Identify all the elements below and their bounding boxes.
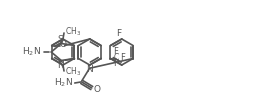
Text: F: F [113, 47, 118, 56]
Text: F: F [116, 28, 121, 38]
Text: O: O [59, 40, 66, 49]
Text: N: N [57, 60, 64, 70]
Text: O: O [94, 84, 101, 94]
Text: S: S [57, 35, 63, 44]
Text: N: N [86, 66, 93, 74]
Text: H$_2$N: H$_2$N [54, 77, 73, 89]
Text: F: F [120, 53, 125, 62]
Text: C: C [114, 53, 119, 62]
Text: H$_2$N: H$_2$N [22, 46, 41, 58]
Text: $\mathregular{CH_3}$: $\mathregular{CH_3}$ [65, 66, 81, 78]
Text: F: F [113, 59, 118, 68]
Text: $\mathregular{CH_3}$: $\mathregular{CH_3}$ [65, 26, 81, 38]
